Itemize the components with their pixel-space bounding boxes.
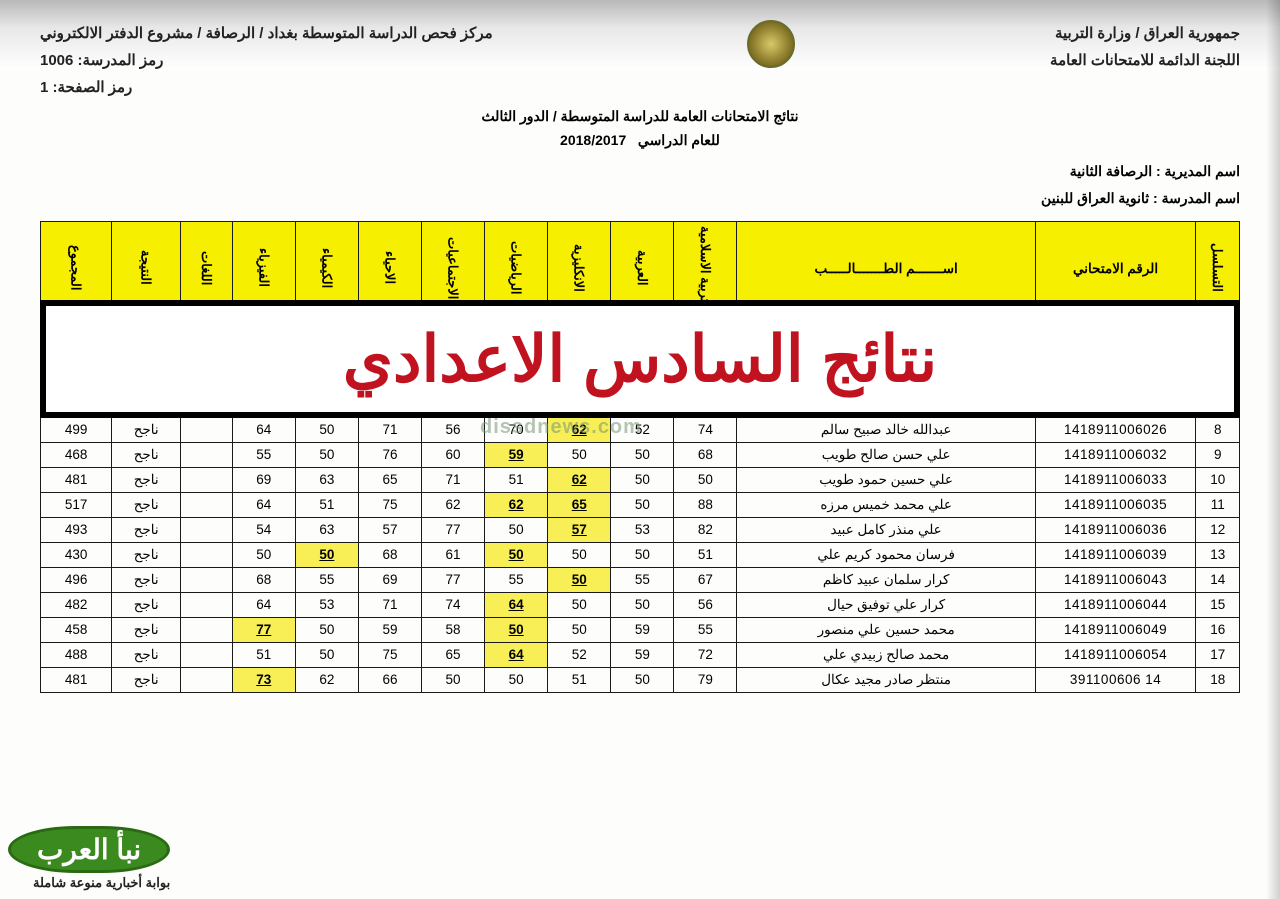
ministry-line2: اللجنة الدائمة للامتحانات العامة (1050, 47, 1240, 74)
exam-number: 1418911006039 (1035, 542, 1196, 567)
exam-number: 1418911006036 (1035, 517, 1196, 542)
total-cell: 481 (41, 467, 112, 492)
table-row: 121418911006036علي منذر كامل عبيد8253575… (41, 517, 1240, 542)
exam-number: 1418911006032 (1035, 442, 1196, 467)
total-cell: 482 (41, 592, 112, 617)
overlay-text: نتائج السادس الاعدادي (343, 322, 937, 397)
table-row: 91418911006032علي حسن صالح طويب685050596… (41, 442, 1240, 467)
footer-brand: نبأ العرب بوابة أخبارية منوعة شاملة (8, 826, 170, 891)
exam-number: 14 391100606 (1035, 667, 1196, 692)
result-cell: ناجح (112, 492, 181, 517)
table-row: 1814 391100606منتظر صادر مجيد عكال795051… (41, 667, 1240, 692)
result-cell: ناجح (112, 542, 181, 567)
table-row: 161418911006049محمد حسين علي منصور555950… (41, 617, 1240, 642)
meta-directorate: اسم المديرية : الرصافة الثانية (40, 163, 1240, 180)
overlay-banner: نتائج السادس الاعدادي (40, 300, 1240, 418)
total-cell: 493 (41, 517, 112, 542)
total-cell: 517 (41, 492, 112, 517)
total-cell: 430 (41, 542, 112, 567)
results-title: نتائج الامتحانات العامة للدراسة المتوسطة… (40, 105, 1240, 153)
result-cell: ناجح (112, 417, 181, 442)
table-row: 141418911006043كرار سلمان عبيد كاظم67555… (41, 567, 1240, 592)
document-header: جمهورية العراق / وزارة التربية اللجنة ال… (40, 20, 1240, 101)
total-cell: 468 (41, 442, 112, 467)
table-row: 131418911006039فرسان محمود كريم علي51505… (41, 542, 1240, 567)
table-row: 111418911006035علي محمد خميس مرزه8850656… (41, 492, 1240, 517)
watermark: dissdnews.com (480, 416, 642, 439)
school-code: رمز المدرسة: 1006 (40, 47, 493, 74)
iraq-emblem-icon (747, 20, 795, 68)
results-table: التسلسل الرقم الامتحاني اســـــــم الطــ… (40, 221, 1240, 693)
brand-tagline: بوابة أخبارية منوعة شاملة (8, 875, 170, 891)
table-row: 151418911006044كرار علي توفيق حيال565050… (41, 592, 1240, 617)
result-cell: ناجح (112, 667, 181, 692)
exam-number: 1418911006049 (1035, 617, 1196, 642)
exam-number: 1418911006043 (1035, 567, 1196, 592)
student-name: كرار علي توفيق حيال (737, 592, 1035, 617)
exam-number: 1418911006035 (1035, 492, 1196, 517)
header-center-block: مركز فحص الدراسة المتوسطة بغداد / الرصاف… (40, 20, 493, 101)
header-center (747, 20, 795, 74)
student-name: منتظر صادر مجيد عكال (737, 667, 1035, 692)
brand-badge: نبأ العرب (8, 826, 170, 873)
total-cell: 496 (41, 567, 112, 592)
exam-number: 1418911006033 (1035, 467, 1196, 492)
total-cell: 488 (41, 642, 112, 667)
student-name: علي حسين حمود طويب (737, 467, 1035, 492)
result-cell: ناجح (112, 592, 181, 617)
academic-year: للعام الدراسي 2018/2017 (40, 129, 1240, 153)
meta-school: اسم المدرسة : ثانوية العراق للبنين (40, 190, 1240, 207)
table-row: 171418911006054محمد صالح زبيدي علي725952… (41, 642, 1240, 667)
table-row: 101418911006033علي حسين حمود طويب5050625… (41, 467, 1240, 492)
exam-number: 1418911006054 (1035, 642, 1196, 667)
total-cell: 499 (41, 417, 112, 442)
result-cell: ناجح (112, 517, 181, 542)
student-name: علي منذر كامل عبيد (737, 517, 1035, 542)
result-cell: ناجح (112, 567, 181, 592)
student-name: محمد صالح زبيدي علي (737, 642, 1035, 667)
student-name: فرسان محمود كريم علي (737, 542, 1035, 567)
student-name: محمد حسين علي منصور (737, 617, 1035, 642)
result-cell: ناجح (112, 642, 181, 667)
student-name: علي محمد خميس مرزه (737, 492, 1035, 517)
total-cell: 481 (41, 667, 112, 692)
result-cell: ناجح (112, 467, 181, 492)
result-cell: ناجح (112, 617, 181, 642)
student-name: عبدالله خالد صبيح سالم (737, 417, 1035, 442)
page-code: رمز الصفحة: 1 (40, 74, 493, 101)
exam-number: 1418911006044 (1035, 592, 1196, 617)
header-ministry: جمهورية العراق / وزارة التربية اللجنة ال… (1050, 20, 1240, 74)
total-cell: 458 (41, 617, 112, 642)
exam-number: 1418911006026 (1035, 417, 1196, 442)
ministry-line1: جمهورية العراق / وزارة التربية (1050, 20, 1240, 47)
student-name: علي حسن صالح طويب (737, 442, 1035, 467)
student-name: كرار سلمان عبيد كاظم (737, 567, 1035, 592)
exam-center-line: مركز فحص الدراسة المتوسطة بغداد / الرصاف… (40, 20, 493, 47)
result-cell: ناجح (112, 442, 181, 467)
